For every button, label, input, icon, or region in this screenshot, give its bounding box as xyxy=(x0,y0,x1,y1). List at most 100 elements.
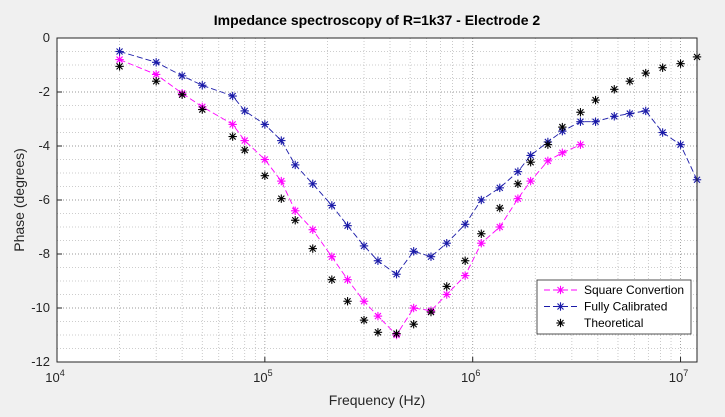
data-point xyxy=(198,81,207,90)
y-tick-label: -8 xyxy=(38,246,50,261)
data-point xyxy=(543,140,553,149)
data-point xyxy=(151,77,161,86)
y-tick-label: -2 xyxy=(38,84,50,99)
data-point xyxy=(359,297,369,306)
data-point xyxy=(610,85,619,94)
chart-title: Impedance spectroscopy of R=1k37 - Elect… xyxy=(214,12,541,28)
x-tick-label: 105 xyxy=(253,368,272,385)
data-point xyxy=(291,206,300,215)
data-point xyxy=(240,136,249,145)
data-point xyxy=(442,239,451,248)
data-point xyxy=(343,275,352,284)
data-point xyxy=(291,216,300,225)
legend-item: Theoretical xyxy=(556,316,643,330)
axis-ticks: 104 105 106 107 0 -2 -4 -6 -8 -10 -12 xyxy=(31,30,688,385)
data-point xyxy=(591,95,600,105)
x-tick-label: 106 xyxy=(461,368,480,385)
data-point xyxy=(641,106,650,116)
y-axis-title: Phase (degrees) xyxy=(11,148,27,252)
data-point xyxy=(373,256,383,265)
y-tick-label: -10 xyxy=(31,300,50,315)
legend: Square Convertion Fully Calibrated Theoret… xyxy=(536,279,692,335)
x-axis-title: Frequency (Hz) xyxy=(329,392,425,408)
data-point xyxy=(591,117,600,126)
data-point xyxy=(658,63,667,72)
data-point xyxy=(676,59,685,68)
legend-marker xyxy=(556,318,565,328)
data-point xyxy=(308,244,317,253)
series-1 xyxy=(115,47,702,279)
data-point xyxy=(240,106,249,116)
data-point xyxy=(260,155,270,164)
data-point xyxy=(228,91,237,101)
data-point xyxy=(240,145,249,155)
data-point xyxy=(526,176,535,186)
legend-marker xyxy=(556,285,565,295)
series-line xyxy=(119,59,581,336)
series-layer xyxy=(115,47,702,340)
y-tick-label: -12 xyxy=(31,354,50,369)
data-point xyxy=(277,136,286,145)
data-point xyxy=(513,194,523,203)
data-point xyxy=(327,201,337,210)
data-point xyxy=(460,271,470,280)
data-point xyxy=(610,112,619,121)
series-2 xyxy=(115,52,702,338)
data-point xyxy=(327,275,337,284)
data-point xyxy=(495,222,504,232)
data-point xyxy=(373,328,383,337)
data-point xyxy=(477,239,486,248)
data-point xyxy=(426,252,436,261)
data-point xyxy=(115,47,124,56)
y-tick-label: -4 xyxy=(38,138,50,153)
data-point xyxy=(277,176,286,186)
data-point xyxy=(442,282,451,291)
data-point xyxy=(308,225,317,234)
legend-item: Square Convertion xyxy=(544,283,684,297)
data-point xyxy=(495,203,504,213)
legend-label: Square Convertion xyxy=(584,283,684,297)
data-point xyxy=(343,221,352,230)
data-point xyxy=(460,256,470,265)
data-point xyxy=(115,62,124,71)
data-point xyxy=(477,195,486,205)
data-point xyxy=(151,58,161,67)
data-point xyxy=(495,183,504,193)
data-point xyxy=(625,109,635,118)
data-point xyxy=(460,220,470,229)
y-tick-label: -6 xyxy=(38,192,50,207)
data-point xyxy=(327,252,337,261)
y-tick-label: 0 xyxy=(43,30,50,45)
data-point xyxy=(260,120,270,129)
data-point xyxy=(409,303,418,313)
data-point xyxy=(625,77,635,86)
data-point xyxy=(260,171,270,180)
series-line xyxy=(119,51,698,275)
data-point xyxy=(576,140,585,149)
data-point xyxy=(641,68,650,78)
data-point xyxy=(228,120,237,129)
data-point xyxy=(513,179,523,188)
data-point xyxy=(392,270,401,279)
data-point xyxy=(228,132,237,141)
data-point xyxy=(392,329,401,338)
data-point xyxy=(477,229,486,238)
data-point xyxy=(442,290,451,299)
data-point xyxy=(277,194,286,203)
data-point xyxy=(576,108,585,117)
data-point xyxy=(558,122,567,132)
data-point xyxy=(198,105,207,114)
legend-label: Theoretical xyxy=(584,316,643,330)
data-point xyxy=(658,128,667,137)
data-point xyxy=(526,158,535,167)
data-point xyxy=(409,320,418,329)
legend-label: Fully Calibrated xyxy=(584,300,667,314)
data-point xyxy=(409,247,418,256)
data-point xyxy=(676,140,685,149)
data-point xyxy=(558,148,567,157)
data-point xyxy=(359,241,369,251)
legend-item: Fully Calibrated xyxy=(544,300,667,314)
data-point xyxy=(543,156,553,166)
